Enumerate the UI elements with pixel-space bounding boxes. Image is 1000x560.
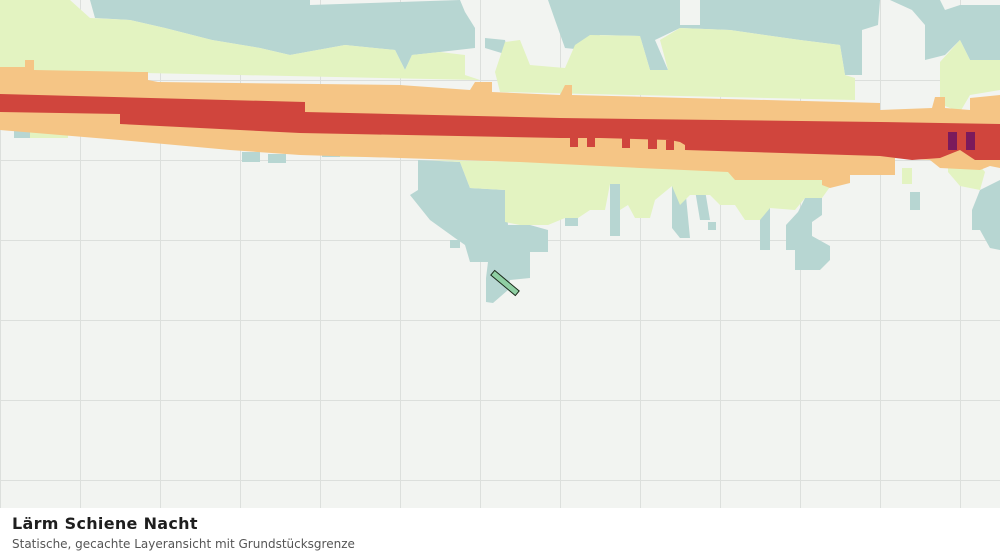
map-subtitle: Statische, gecachte Layeransicht mit Gru… (12, 537, 355, 551)
noise-zone-low (14, 0, 1000, 303)
caption: Lärm Schiene Nacht Statische, gecachte L… (0, 508, 1000, 560)
map (0, 0, 1000, 508)
map-title: Lärm Schiene Nacht (12, 514, 198, 533)
noise-zone-extreme (948, 132, 975, 150)
parcel-boundary (490, 269, 520, 297)
noise-zone-very-high (0, 94, 1000, 160)
